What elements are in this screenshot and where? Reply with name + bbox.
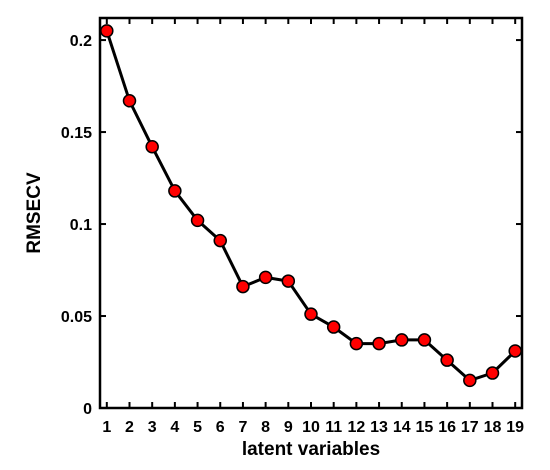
data-point: [281, 274, 296, 288]
x-tick-label: 1: [102, 419, 111, 436]
data-point: [440, 353, 454, 367]
axes-frame: [98, 16, 524, 410]
x-axis-label: latent variables: [242, 439, 380, 460]
data-point: [100, 24, 114, 38]
data-point: [258, 270, 273, 285]
x-tick-label: 13: [370, 419, 388, 436]
x-tick-label: 11: [325, 419, 342, 436]
x-tick-label: 7: [238, 419, 247, 436]
x-tick-label: 18: [484, 419, 502, 436]
data-point: [190, 213, 205, 228]
x-tick-label: 10: [302, 419, 320, 436]
x-tick-label: 15: [416, 419, 434, 436]
tick-marks: [100, 18, 522, 409]
x-tick-label: 12: [347, 419, 365, 436]
x-tick-label: 6: [216, 419, 225, 436]
data-point: [508, 344, 522, 358]
data-point: [236, 279, 250, 294]
data-point: [145, 140, 159, 154]
tick-labels: 1 2 3 4 5 6 7 8 9 10 11 12 13 14 15 16 17 18 1900.050.10.1…: [61, 33, 524, 436]
data-point: [213, 233, 227, 248]
y-tick-label: 0.1: [70, 217, 92, 234]
data-point: [417, 333, 432, 347]
x-tick-label: 17: [461, 419, 479, 436]
x-tick-label: 2: [125, 419, 134, 436]
x-tick-label: 8: [261, 419, 270, 436]
x-tick-label: 14: [393, 419, 411, 436]
data-points: [100, 24, 522, 388]
series-line: [105, 30, 517, 382]
x-tick-label: 9: [284, 419, 293, 436]
y-axis-label: RMSECV: [24, 172, 45, 254]
data-point: [122, 94, 137, 108]
data-point: [349, 336, 364, 351]
y-tick-label: 0.2: [70, 33, 92, 50]
data-point: [485, 366, 500, 380]
x-tick-label: 16: [438, 419, 456, 436]
data-point: [304, 307, 318, 321]
x-tick-label: 4: [170, 419, 179, 436]
data-point: [168, 184, 182, 198]
x-tick-label: 5: [193, 419, 202, 436]
y-tick-label: 0.05: [61, 309, 92, 326]
data-point: [326, 320, 341, 334]
x-tick-label: 3: [148, 419, 157, 436]
data-point: [463, 373, 477, 388]
data-point: [395, 333, 409, 347]
y-tick-label: 0.15: [61, 125, 92, 142]
x-tick-label: 19: [506, 419, 524, 436]
data-point: [372, 336, 386, 351]
y-tick-label: 0: [83, 401, 92, 418]
